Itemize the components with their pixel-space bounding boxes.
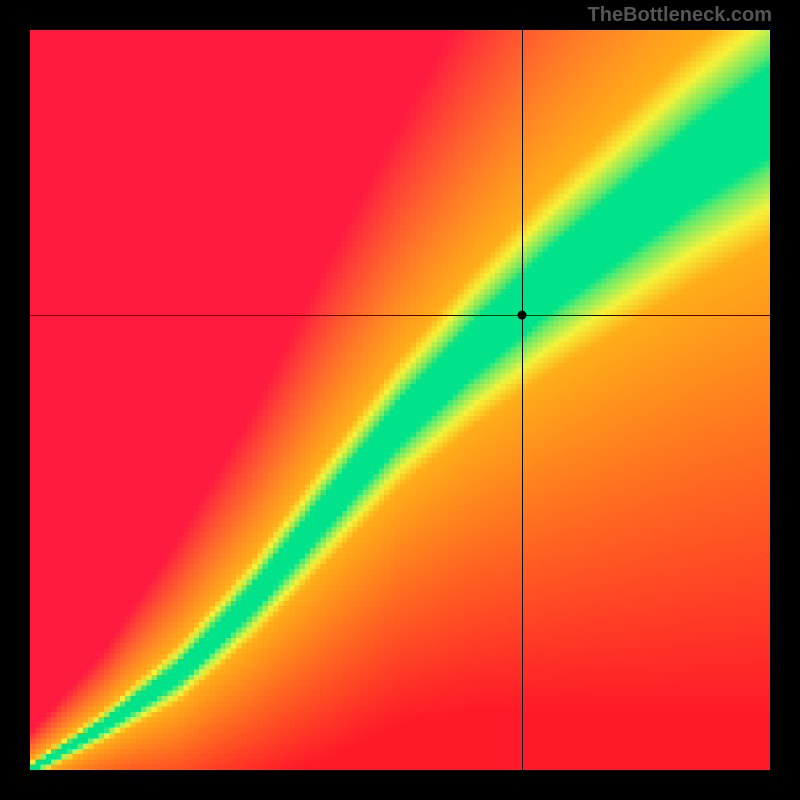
heatmap-plot [30, 30, 770, 770]
watermark-text: TheBottleneck.com [588, 4, 772, 27]
crosshair-vertical [522, 30, 523, 770]
heatmap-canvas [30, 30, 770, 770]
crosshair-marker-dot [518, 310, 527, 319]
crosshair-horizontal [30, 315, 770, 316]
